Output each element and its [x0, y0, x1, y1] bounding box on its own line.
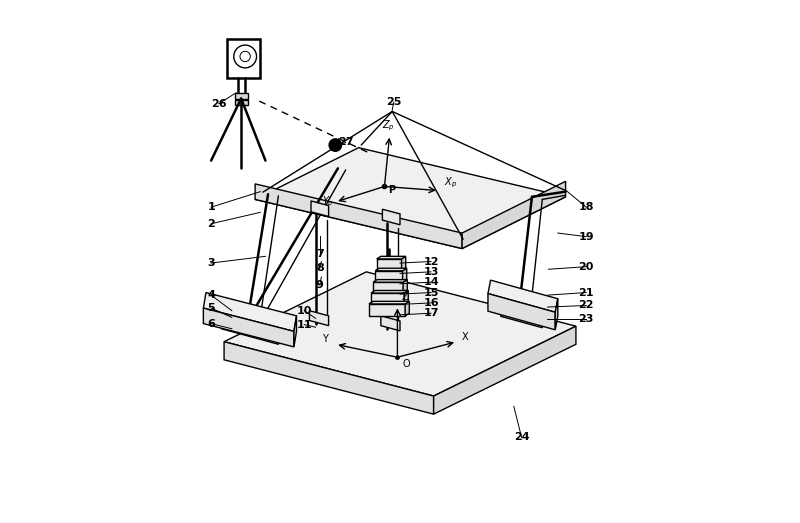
Text: 26: 26	[211, 99, 226, 109]
Polygon shape	[381, 316, 400, 331]
Polygon shape	[404, 290, 408, 305]
Polygon shape	[222, 311, 278, 344]
Text: $Y_p$: $Y_p$	[322, 195, 334, 209]
Text: 3: 3	[207, 258, 215, 268]
Polygon shape	[310, 311, 329, 326]
Polygon shape	[373, 282, 403, 294]
Polygon shape	[542, 299, 544, 328]
Text: 15: 15	[423, 288, 438, 298]
Polygon shape	[311, 201, 329, 217]
Text: 2: 2	[207, 219, 215, 229]
Polygon shape	[488, 293, 555, 330]
Polygon shape	[402, 256, 406, 272]
Text: Z: Z	[402, 292, 408, 302]
Polygon shape	[371, 290, 408, 293]
Polygon shape	[235, 99, 248, 105]
Polygon shape	[237, 319, 268, 336]
Polygon shape	[377, 259, 402, 272]
Text: 7: 7	[316, 249, 324, 259]
Text: 12: 12	[423, 256, 438, 267]
Polygon shape	[373, 280, 407, 282]
Text: 1: 1	[207, 202, 215, 212]
Text: 25: 25	[386, 97, 402, 107]
Polygon shape	[375, 271, 402, 283]
Polygon shape	[203, 308, 294, 347]
Polygon shape	[237, 308, 270, 327]
Text: 16: 16	[423, 298, 439, 308]
Text: 19: 19	[578, 232, 594, 242]
Polygon shape	[375, 268, 406, 271]
Text: 24: 24	[514, 433, 530, 442]
Text: 23: 23	[578, 314, 594, 324]
Text: 10: 10	[297, 305, 312, 316]
Text: X: X	[462, 332, 469, 342]
Polygon shape	[405, 301, 410, 316]
Polygon shape	[402, 268, 406, 283]
Text: 27: 27	[338, 138, 354, 147]
Polygon shape	[235, 93, 248, 98]
Polygon shape	[224, 342, 434, 414]
Text: Y: Y	[322, 334, 328, 344]
Polygon shape	[203, 292, 297, 332]
Text: 9: 9	[316, 280, 324, 290]
Text: 22: 22	[578, 301, 594, 311]
Text: 21: 21	[578, 288, 594, 298]
Polygon shape	[371, 293, 404, 305]
Text: 13: 13	[423, 267, 438, 277]
Text: 14: 14	[423, 277, 439, 287]
Polygon shape	[501, 287, 544, 310]
Text: P: P	[389, 185, 396, 195]
Polygon shape	[226, 39, 260, 78]
Polygon shape	[369, 304, 405, 316]
Polygon shape	[488, 280, 558, 312]
Text: 5: 5	[207, 303, 215, 313]
Polygon shape	[403, 280, 407, 294]
Polygon shape	[255, 184, 462, 248]
Text: O: O	[402, 359, 410, 369]
Polygon shape	[377, 256, 406, 259]
Text: 20: 20	[578, 262, 594, 271]
Text: 17: 17	[423, 308, 438, 318]
Polygon shape	[511, 296, 535, 312]
Polygon shape	[434, 326, 576, 414]
Polygon shape	[278, 313, 281, 344]
Circle shape	[329, 139, 342, 151]
Polygon shape	[294, 316, 297, 347]
Text: $X_p$: $X_p$	[444, 176, 457, 190]
Polygon shape	[255, 147, 566, 248]
Polygon shape	[462, 181, 566, 248]
Polygon shape	[555, 299, 558, 330]
Polygon shape	[382, 209, 400, 225]
Polygon shape	[369, 301, 410, 304]
Text: 11: 11	[297, 320, 312, 329]
Text: 8: 8	[316, 263, 324, 273]
Polygon shape	[224, 272, 576, 396]
Text: 18: 18	[578, 202, 594, 212]
Polygon shape	[222, 298, 281, 326]
Polygon shape	[511, 305, 534, 322]
Text: 4: 4	[207, 290, 215, 300]
Text: $Z_p$: $Z_p$	[382, 119, 394, 133]
Text: 6: 6	[207, 319, 215, 328]
Polygon shape	[501, 299, 542, 328]
